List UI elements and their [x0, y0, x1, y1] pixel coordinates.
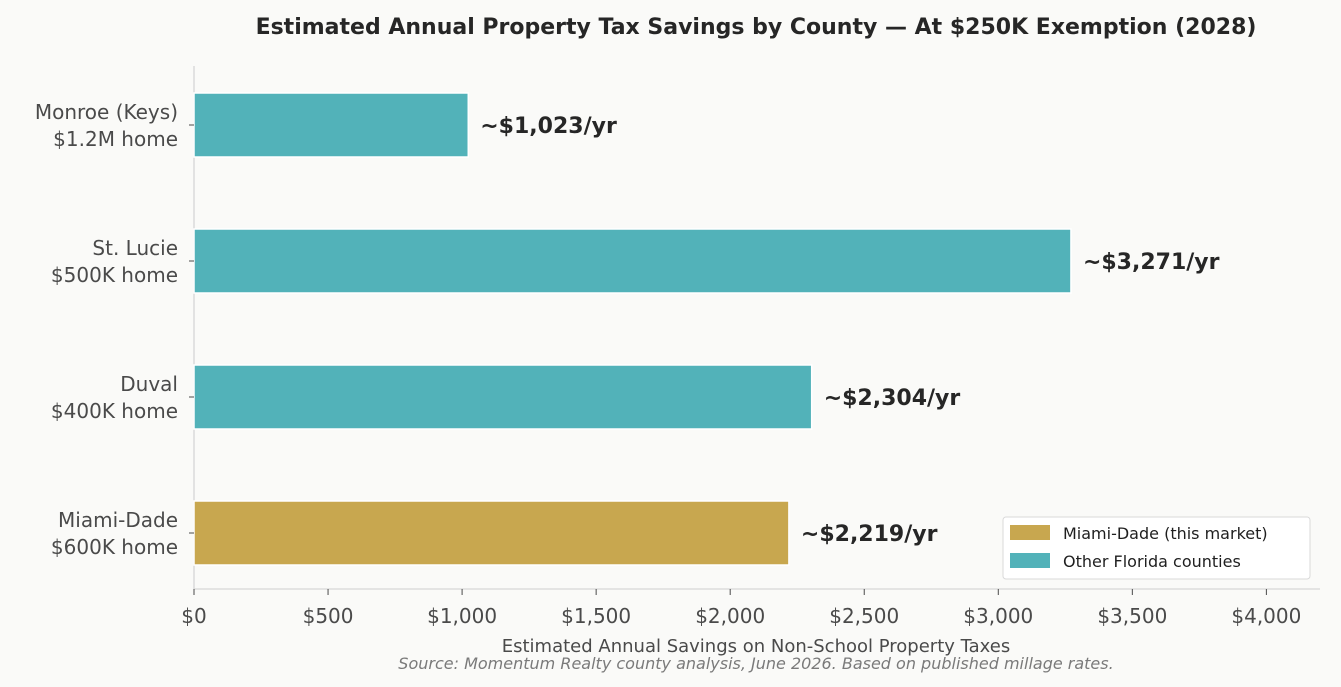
legend-label: Miami-Dade (this market) — [1063, 524, 1268, 543]
bar — [193, 364, 813, 430]
x-tick-label: $2,500 — [829, 604, 899, 628]
legend: Miami-Dade (this market) Other Florida co… — [1002, 516, 1311, 580]
legend-label: Other Florida counties — [1063, 552, 1241, 571]
bar — [193, 500, 790, 566]
x-tick-label: $4,000 — [1231, 604, 1301, 628]
data-label: ~$3,271/yr — [1083, 250, 1220, 275]
x-tick-label: $3,500 — [1097, 604, 1167, 628]
category-sublabel: $600K home — [51, 535, 178, 559]
category-sublabel: $1.2M home — [53, 127, 178, 151]
legend-swatch — [1010, 525, 1050, 540]
source-note: Source: Momentum Realty county analysis,… — [398, 654, 1113, 673]
x-tick-label: $1,000 — [427, 604, 497, 628]
data-label: ~$2,219/yr — [801, 522, 938, 547]
x-tick-label: $3,000 — [963, 604, 1033, 628]
data-label: ~$1,023/yr — [480, 114, 617, 139]
bars: ~$1,023/yr Monroe (Keys) $1.2M home ~$3,271… — [35, 92, 1220, 566]
x-tick-label: $500 — [303, 604, 354, 628]
category-label: St. Lucie — [92, 236, 178, 260]
category-sublabel: $400K home — [51, 399, 178, 423]
category-label: Monroe (Keys) — [35, 100, 178, 124]
data-label: ~$2,304/yr — [824, 386, 961, 411]
bar — [193, 92, 470, 158]
chart-title: Estimated Annual Property Tax Savings by… — [256, 15, 1257, 40]
x-tick-label: $1,500 — [561, 604, 631, 628]
x-tick-label: $2,000 — [695, 604, 765, 628]
legend-swatch — [1010, 553, 1050, 568]
legend-box — [1002, 516, 1311, 580]
bar — [193, 228, 1072, 294]
x-tick-label: $0 — [181, 604, 206, 628]
x-axis-label: Estimated Annual Savings on Non-School P… — [502, 636, 1010, 657]
x-axis-ticks: $0 $500 $1,000 $1,500 $2,000 $2,500 $3,000 $3,5… — [181, 589, 1301, 628]
category-sublabel: $500K home — [51, 263, 178, 287]
category-label: Duval — [120, 372, 178, 396]
category-label: Miami-Dade — [58, 508, 178, 532]
